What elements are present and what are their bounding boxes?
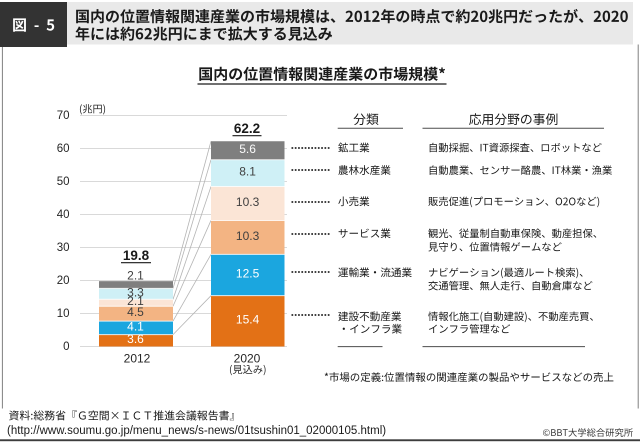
svg-text:50: 50 xyxy=(57,176,70,188)
svg-text:30: 30 xyxy=(57,242,70,254)
svg-text:8.1: 8.1 xyxy=(239,165,256,179)
svg-text:5.6: 5.6 xyxy=(239,142,256,156)
svg-text:2012: 2012 xyxy=(124,351,151,365)
svg-text:2020: 2020 xyxy=(234,351,261,365)
svg-text:15.4: 15.4 xyxy=(236,313,260,327)
svg-text:60: 60 xyxy=(57,143,70,155)
svg-text:10.3: 10.3 xyxy=(236,229,260,243)
svg-text:(http://www.soumu.go.jp/menu_n: (http://www.soumu.go.jp/menu_news/s-news… xyxy=(7,425,386,437)
svg-text:4.1: 4.1 xyxy=(127,319,144,333)
svg-text:0: 0 xyxy=(63,341,69,353)
svg-text:4.5: 4.5 xyxy=(127,305,144,319)
svg-text:10.3: 10.3 xyxy=(236,195,260,209)
svg-text:3.3: 3.3 xyxy=(127,285,144,299)
svg-text:70: 70 xyxy=(57,110,70,122)
svg-text:2.1: 2.1 xyxy=(127,268,144,282)
svg-text:40: 40 xyxy=(57,209,70,221)
svg-text:10: 10 xyxy=(57,308,70,320)
svg-text:2.1: 2.1 xyxy=(127,294,144,308)
svg-text:20: 20 xyxy=(57,275,70,287)
svg-text:12.5: 12.5 xyxy=(236,267,260,281)
svg-text:62.2: 62.2 xyxy=(234,121,260,136)
svg-text:19.8: 19.8 xyxy=(123,248,150,263)
svg-text:3.6: 3.6 xyxy=(127,332,144,346)
